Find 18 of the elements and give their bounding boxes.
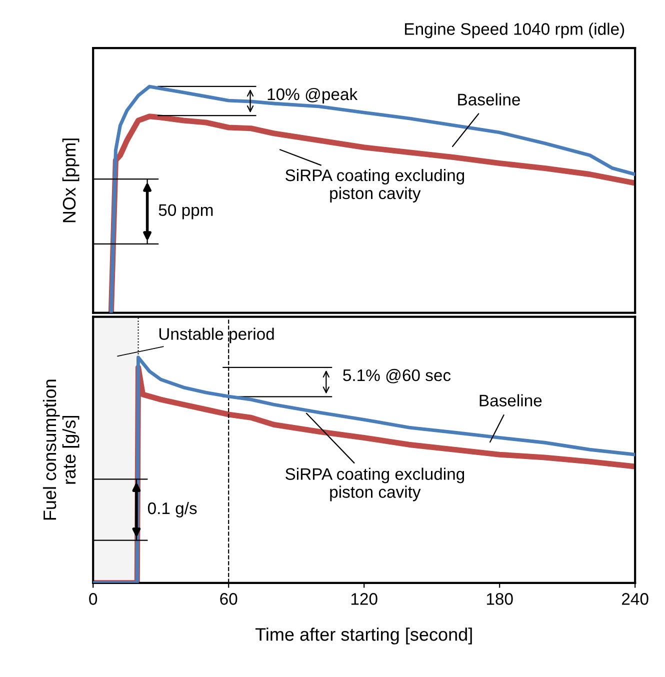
x-axis-title: Time after starting [second] [255,628,472,644]
series-label: Baseline [480,394,542,406]
x-tick-label: 0 [89,593,98,605]
annotation: 50 ppm [158,204,213,220]
y-axis-title: NOx [ppm] [62,138,80,222]
y-axis-title: Fuel consumption rate [g/s] [42,380,80,520]
annotation: 5.1% @60 sec [343,368,451,384]
annotation: 10% @peak [268,88,358,104]
x-tick-label: 120 [351,593,378,605]
x-tick-label: 60 [220,593,238,605]
series-label: SiRPA coating excluding piston cavity [286,468,464,502]
x-tick-label: 180 [486,593,513,605]
chart-title: Engine Speed 1040 rpm (idle) [405,22,624,38]
annotation: 0.1 g/s [148,502,197,518]
x-tick-label: 240 [622,593,648,605]
series-label: SiRPA coating excluding piston cavity [286,168,464,202]
series-label: Baseline [458,93,520,106]
band-label: Unstable period [159,328,274,344]
